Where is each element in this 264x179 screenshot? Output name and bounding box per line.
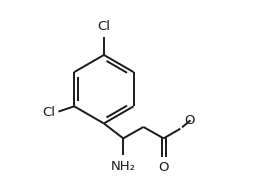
Text: Cl: Cl xyxy=(97,20,110,33)
Text: O: O xyxy=(184,114,194,127)
Text: O: O xyxy=(158,161,169,174)
Text: Cl: Cl xyxy=(43,106,55,119)
Text: NH₂: NH₂ xyxy=(111,160,136,173)
